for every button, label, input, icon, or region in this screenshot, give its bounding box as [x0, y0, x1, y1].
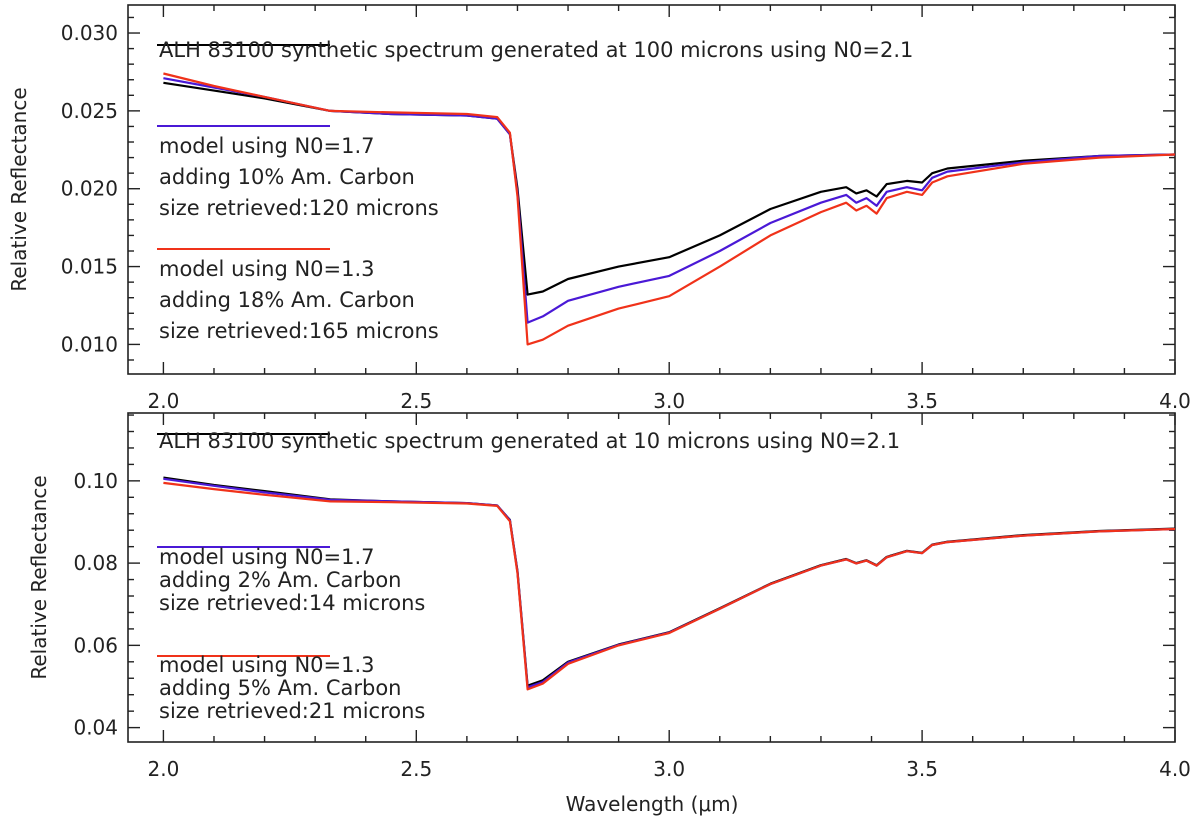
plot-frame: [127, 412, 1176, 743]
top-panel: 2.0 2.5 3.0 3.5 4.0 0.010 0.015 0.020 0.025 0.030…: [7, 4, 1191, 413]
x-tick-label: 3.0: [653, 757, 685, 781]
x-tick-label: 2.0: [147, 389, 179, 413]
y-tick-label: 0.10: [73, 469, 118, 493]
bottom-panel: 2.0 2.5 3.0 3.5 4.0 0.04 0.06 0.08 0.10 Relative …: [27, 412, 1191, 781]
legend-label: model using N0=1.3: [159, 257, 375, 281]
y-tick-label: 0.04: [73, 716, 118, 740]
legend-label: adding 2% Am. Carbon: [159, 568, 402, 592]
x-tick-label: 2.0: [147, 757, 179, 781]
series-line-n0_13: [163, 72, 1176, 346]
y-tick-label: 0.025: [61, 99, 118, 123]
y-tick-label: 0.08: [73, 551, 118, 575]
x-tick-label: 3.0: [653, 389, 685, 413]
x-tick-label: 4.0: [1159, 389, 1191, 413]
legend-label: model using N0=1.3: [159, 653, 375, 677]
legend-label: size retrieved:14 microns: [159, 591, 425, 615]
legend-label: adding 5% Am. Carbon: [159, 676, 402, 700]
x-tick-label: 3.5: [906, 757, 938, 781]
legend-label: adding 10% Am. Carbon: [159, 165, 415, 189]
y-axis-label: Relative Reflectance: [7, 87, 31, 291]
series-line-n0_13: [163, 481, 1176, 691]
legend-label: adding 18% Am. Carbon: [159, 288, 415, 312]
x-tick-label: 2.5: [400, 757, 432, 781]
plot-frame: [127, 4, 1176, 375]
legend-label: size retrieved:165 microns: [159, 319, 439, 343]
x-tick-label: 4.0: [1159, 757, 1191, 781]
y-axis-label: Relative Reflectance: [27, 475, 51, 679]
legend-label: model using N0=1.7: [159, 545, 375, 569]
legend-label: ALH 83100 synthetic spectrum generated a…: [159, 429, 900, 453]
series-line-n0_17: [163, 77, 1176, 324]
y-tick-label: 0.020: [61, 177, 118, 201]
legend-label: size retrieved:120 microns: [159, 196, 439, 220]
y-tick-label: 0.06: [73, 633, 118, 657]
legend-label: model using N0=1.7: [159, 134, 375, 158]
x-axis-label: Wavelength (μm): [566, 792, 739, 816]
y-tick-label: 0.010: [61, 332, 118, 356]
legend-label: size retrieved:21 microns: [159, 699, 425, 723]
legend-label: ALH 83100 synthetic spectrum generated a…: [159, 38, 913, 62]
y-tick-label: 0.030: [61, 21, 118, 45]
x-tick-label: 2.5: [400, 389, 432, 413]
y-tick-label: 0.015: [61, 255, 118, 279]
x-tick-label: 3.5: [906, 389, 938, 413]
